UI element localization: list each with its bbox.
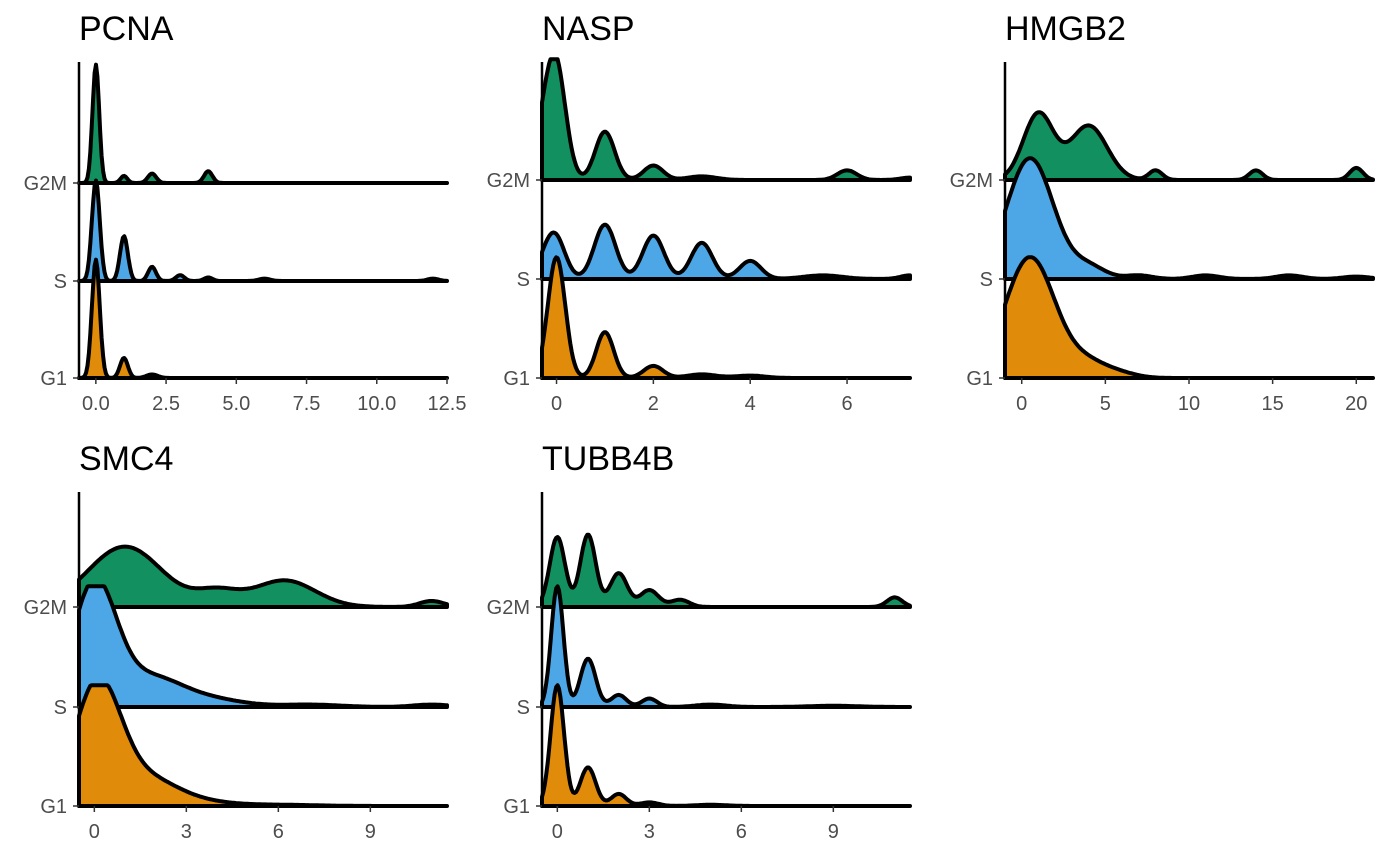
ridge-g2m bbox=[540, 57, 912, 182]
x-tick-label: 6 bbox=[736, 821, 747, 843]
panel-pcna: PCNA G2M S G1 0.0 2.5 5.0 7.5 10.0 12.5 bbox=[24, 10, 467, 415]
y-category-label: S bbox=[517, 697, 530, 719]
y-category-label: G1 bbox=[966, 368, 993, 390]
y-category-label: S bbox=[517, 269, 530, 291]
y-category-label: G2M bbox=[24, 173, 67, 195]
y-category-label: G2M bbox=[24, 597, 67, 619]
x-tick-label: 5 bbox=[1100, 393, 1111, 415]
x-tick-label: 15 bbox=[1262, 393, 1284, 415]
y-category-label: G1 bbox=[40, 796, 67, 818]
x-tick-label: 10.0 bbox=[357, 393, 396, 415]
x-tick-label: 7.5 bbox=[293, 393, 321, 415]
y-category-label: G2M bbox=[950, 170, 993, 192]
panel-title: NASP bbox=[542, 10, 635, 48]
y-category-label: G1 bbox=[503, 796, 530, 818]
x-tick-label: 20 bbox=[1345, 393, 1367, 415]
ridge-s bbox=[540, 222, 912, 281]
y-category-label: G2M bbox=[487, 597, 530, 619]
ridge-s bbox=[77, 178, 449, 283]
y-category-label: S bbox=[54, 271, 67, 293]
panel-title: PCNA bbox=[79, 10, 174, 48]
x-tick-label: 4 bbox=[745, 393, 756, 415]
y-category-label: G1 bbox=[503, 368, 530, 390]
panel-nasp: NASP G2M S G1 0 2 4 6 bbox=[487, 10, 912, 415]
panel-title: SMC4 bbox=[79, 440, 173, 478]
x-tick-label: 9 bbox=[365, 821, 376, 843]
ridge-g2m bbox=[77, 544, 449, 609]
x-tick-label: 0 bbox=[89, 821, 100, 843]
y-category-label: G1 bbox=[40, 368, 67, 390]
panel-tubb4b: TUBB4B G2M S G1 0 3 6 9 bbox=[487, 440, 912, 843]
panel-smc4: SMC4 G2M S G1 0 3 6 9 bbox=[24, 440, 449, 843]
y-category-label: G2M bbox=[487, 170, 530, 192]
x-tick-label: 2.5 bbox=[152, 393, 180, 415]
x-tick-label: 5.0 bbox=[222, 393, 250, 415]
x-tick-label: 3 bbox=[181, 821, 192, 843]
x-tick-label: 0 bbox=[552, 821, 563, 843]
panel-title: HMGB2 bbox=[1005, 10, 1126, 48]
x-tick-label: 6 bbox=[273, 821, 284, 843]
x-tick-label: 0 bbox=[551, 393, 562, 415]
x-tick-label: 2 bbox=[648, 393, 659, 415]
ridge-g2m bbox=[1003, 110, 1375, 182]
y-category-label: S bbox=[54, 697, 67, 719]
panel-hmgb2: HMGB2 G2M S G1 0 5 10 15 20 bbox=[950, 10, 1375, 415]
x-tick-label: 12.5 bbox=[428, 393, 467, 415]
ridge-g2m bbox=[77, 62, 449, 185]
x-tick-label: 0.0 bbox=[82, 393, 110, 415]
y-category-label: S bbox=[980, 269, 993, 291]
x-tick-label: 6 bbox=[841, 393, 852, 415]
x-tick-label: 9 bbox=[828, 821, 839, 843]
x-tick-label: 0 bbox=[1016, 393, 1027, 415]
panel-title: TUBB4B bbox=[542, 440, 674, 478]
x-tick-label: 10 bbox=[1178, 393, 1200, 415]
x-tick-label: 3 bbox=[644, 821, 655, 843]
ridge-g2m bbox=[540, 532, 912, 609]
